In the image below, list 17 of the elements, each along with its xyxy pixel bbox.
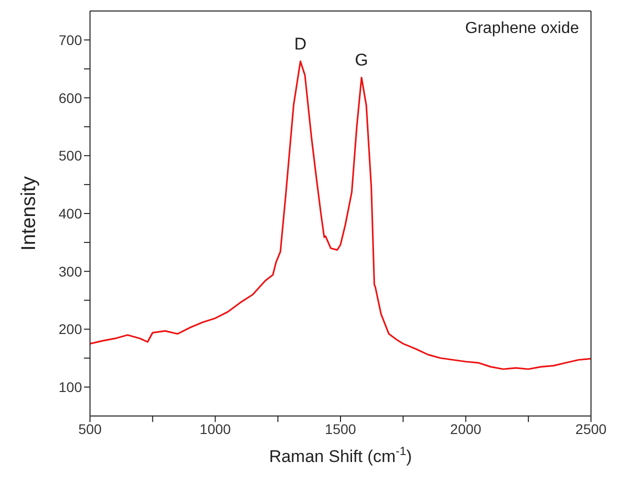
annotation: D bbox=[294, 34, 307, 54]
y-tick-label: 600 bbox=[58, 90, 82, 106]
y-tick-label: 700 bbox=[58, 32, 82, 48]
y-tick-label: 300 bbox=[58, 263, 82, 280]
y-tick-label: 500 bbox=[58, 148, 82, 164]
annotation: G bbox=[354, 50, 368, 70]
annotation: Graphene oxide bbox=[465, 20, 579, 38]
y-axis-title: Intensity bbox=[18, 176, 40, 251]
x-tick-label: 2000 bbox=[450, 420, 482, 437]
x-tick-label: 2500 bbox=[575, 420, 607, 437]
x-tick-label: 500 bbox=[78, 420, 102, 437]
x-tick-label: 1500 bbox=[324, 420, 356, 437]
x-axis-title: Raman Shift (cm$^{-1}$) bbox=[269, 444, 412, 466]
y-tick-label: 100 bbox=[58, 379, 82, 396]
y-tick-label: 200 bbox=[58, 321, 82, 338]
y-tick-label: 400 bbox=[58, 205, 82, 222]
x-tick-label: 1000 bbox=[200, 420, 232, 437]
